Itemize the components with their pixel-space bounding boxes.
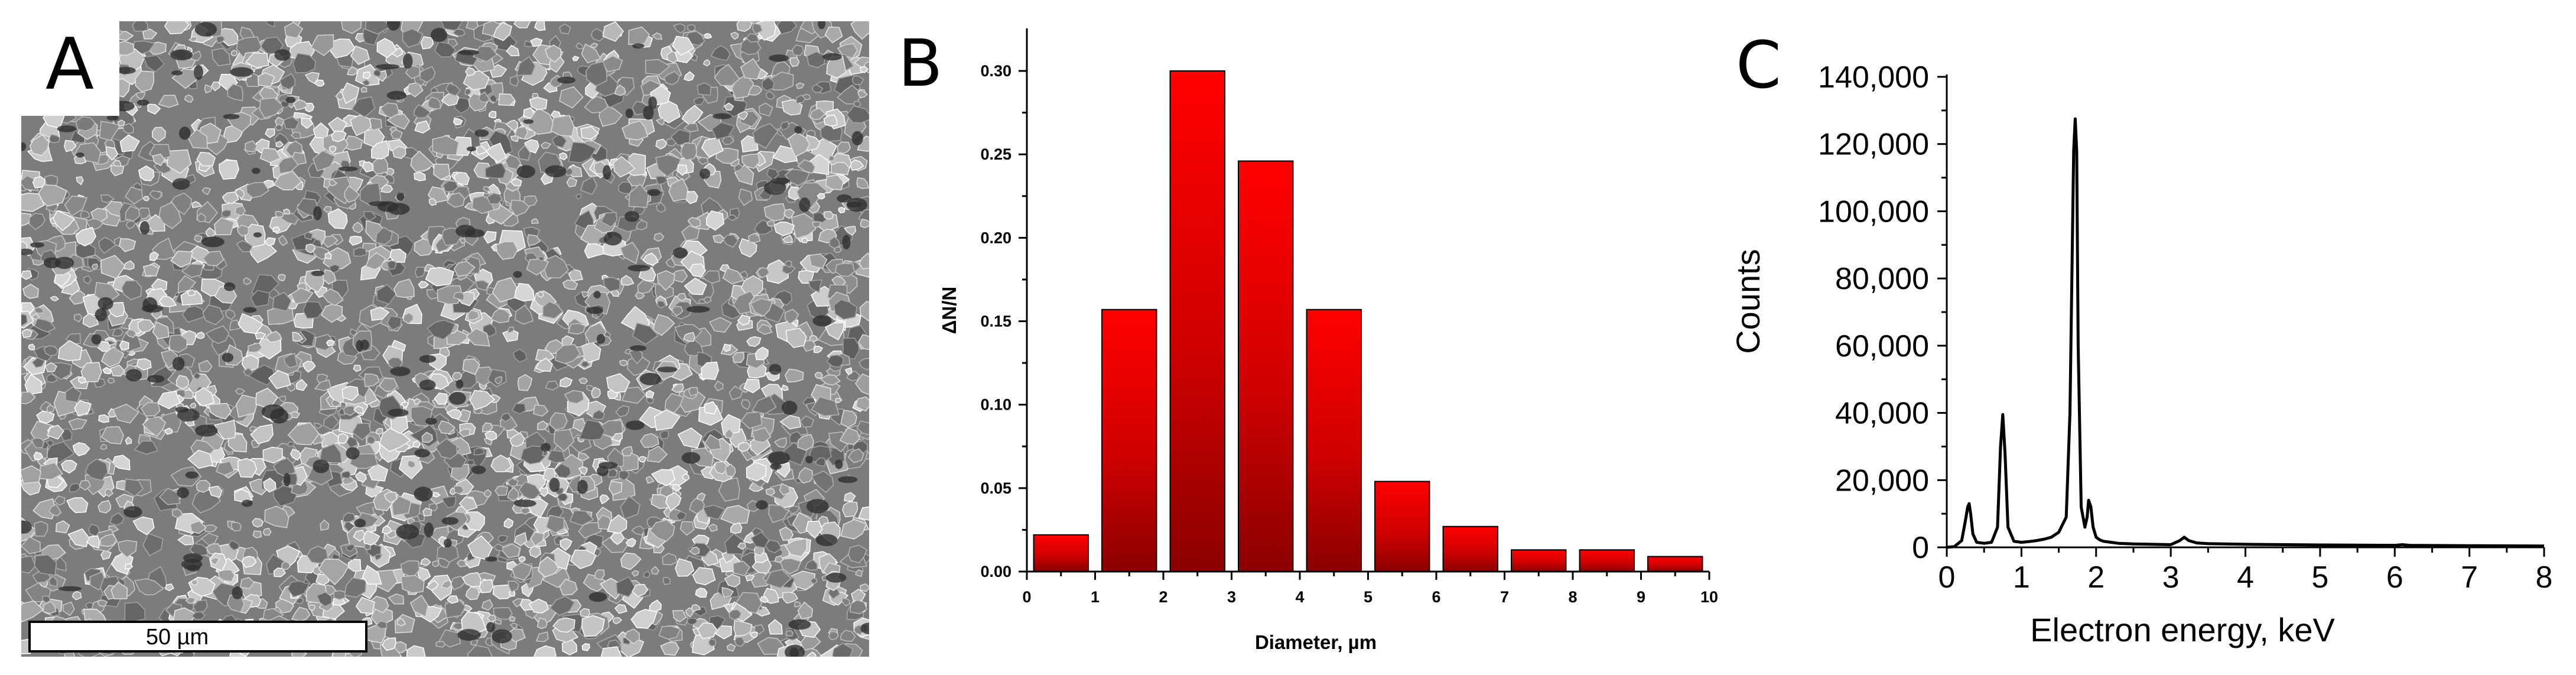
histogram-x-tick-label: 9 [1637, 588, 1645, 606]
spectrum-y-axis-title: Counts [1729, 249, 1767, 353]
histogram-x-tick-label: 10 [1700, 588, 1718, 606]
spectrum-x-tick-label: 2 [2087, 560, 2105, 595]
histogram-x-tick-label: 8 [1568, 588, 1577, 606]
spectrum-y-tick-label: 0 [1912, 531, 1929, 565]
histogram-x-tick-label: 7 [1500, 588, 1509, 606]
spectrum-y-tick-label: 20,000 [1835, 463, 1929, 498]
spectrum-x-tick-label: 6 [2386, 560, 2403, 595]
histogram-y-tick-label: 0.30 [980, 62, 1011, 80]
diameter-histogram: B 0 1 2 3 4 5 6 7 8 9 10 0.00 0.05 0.10 0.15 0.20 0.25 0.… [898, 25, 1718, 653]
spectrum-x-tick-label: 1 [2013, 560, 2030, 595]
spectrum-y-tick-label: 80,000 [1835, 262, 1929, 296]
histogram-bar-2 [1169, 70, 1225, 572]
histogram-y-tick-label: 0.20 [980, 229, 1011, 246]
histogram-bar-4 [1306, 309, 1362, 573]
histogram-bar-7 [1511, 549, 1567, 573]
spectrum-line [1946, 117, 2545, 549]
spectrum-x-tick-label: 7 [2461, 560, 2478, 595]
histogram-bar-6 [1442, 525, 1498, 573]
histogram-x-tick-label: 1 [1091, 588, 1100, 606]
histogram-y-tick-label: 0.05 [980, 479, 1011, 497]
histogram-y-tick-label: 0.10 [980, 396, 1011, 414]
histogram-x-tick-label: 4 [1295, 588, 1304, 606]
histogram-x-tick-label: 3 [1227, 588, 1236, 606]
histogram-x-axis-title: Diameter, µm [1255, 631, 1377, 653]
histogram-bar-0 [1033, 534, 1089, 572]
histogram-bar-9 [1647, 556, 1703, 573]
histogram-bar-5 [1374, 481, 1430, 572]
spectrum-x-tick-label: 5 [2311, 560, 2328, 595]
panel-a: A 50 µm [0, 0, 886, 675]
spectrum-x-tick-label: 0 [1938, 560, 1956, 595]
spectrum-x-tick-label: 3 [2162, 560, 2180, 595]
histogram-x-tick-label: 0 [1022, 588, 1031, 606]
histogram-x-tick-label: 6 [1432, 588, 1440, 606]
histogram-x-tick-label: 5 [1364, 588, 1372, 606]
panel-b-label: B [898, 25, 942, 101]
eds-spectrum: C 0 1 2 3 4 5 6 7 8 0 20,000 40,000 60,000 80,000 100,… [1729, 27, 2553, 648]
spectrum-y-tick-label: 60,000 [1835, 329, 1929, 364]
histogram-y-axis-title: ΔN/N [938, 287, 960, 335]
panel-c: C 0 1 2 3 4 5 6 7 8 0 20,000 40,000 60,000 80,000 100,… [1725, 0, 2576, 675]
spectrum-y-tick-label: 100,000 [1818, 194, 1929, 229]
histogram-bar-1 [1101, 309, 1157, 573]
histogram-bar-3 [1238, 160, 1294, 572]
histogram-x-tick-label: 2 [1159, 588, 1167, 606]
spectrum-y-tick-label: 140,000 [1818, 60, 1929, 95]
panel-c-label: C [1736, 27, 1781, 103]
spectrum-y-tick-label: 120,000 [1818, 128, 1929, 162]
histogram-y-tick-label: 0.15 [980, 313, 1011, 330]
histogram-y-tick-label: 0.25 [980, 145, 1011, 163]
histogram-bar-8 [1579, 549, 1635, 573]
spectrum-x-tick-label: 4 [2237, 560, 2254, 595]
panel-b: B 0 1 2 3 4 5 6 7 8 9 10 0.00 0.05 0.10 0.15 0.20 0.25 0.… [886, 0, 1725, 675]
spectrum-y-tick-label: 40,000 [1835, 397, 1929, 431]
spectrum-x-tick-label: 8 [2536, 560, 2553, 595]
sem-micrograph [21, 21, 869, 657]
sem-texture [21, 21, 869, 657]
histogram-y-tick-label: 0.00 [980, 563, 1011, 580]
spectrum-x-axis-title: Electron energy, keV [2030, 611, 2335, 648]
